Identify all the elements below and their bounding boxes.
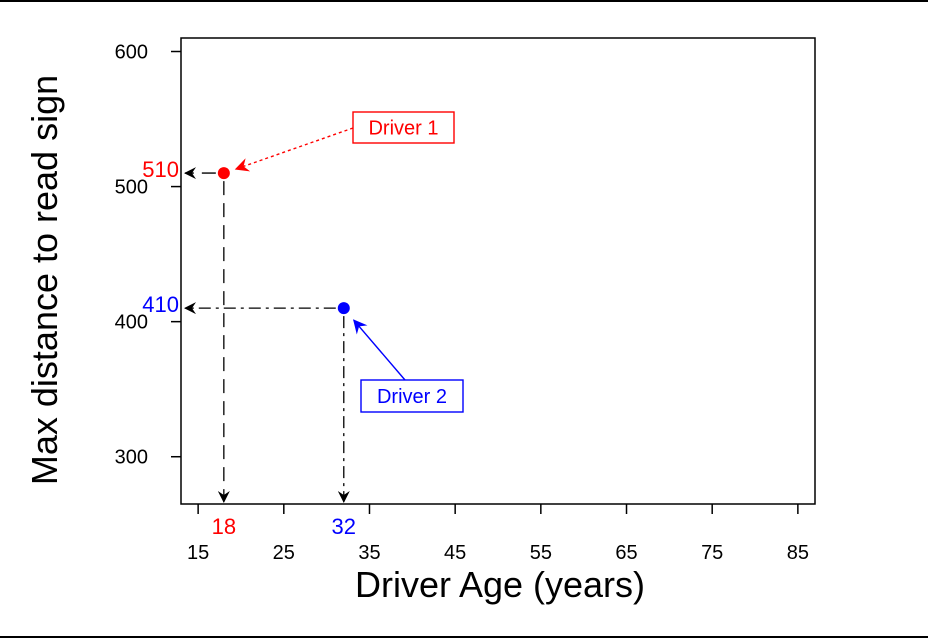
x-tick-label: 35	[358, 542, 380, 564]
y-tick-label: 300	[115, 447, 148, 469]
data-points	[217, 167, 350, 315]
annotations: Driver 1 Driver 2	[234, 111, 464, 413]
x-tick-label: 85	[787, 542, 809, 564]
annotation-arrow	[353, 319, 406, 381]
annotation-label: Driver 1	[368, 118, 438, 140]
y-tick-label: 600	[115, 42, 148, 64]
annotation-box	[352, 111, 455, 144]
data-point-1	[217, 167, 230, 180]
y-tick-label: 500	[115, 177, 148, 199]
x-tick-label: 15	[187, 542, 209, 564]
x-tick-label: 45	[444, 542, 466, 564]
guide-lines: 18 510 32 410	[142, 157, 356, 539]
annotation-box	[360, 379, 464, 413]
annotation-label: Driver 2	[377, 386, 447, 408]
y-axis-ticks: 300 400 500 600	[115, 42, 181, 469]
annotation-arrow	[234, 127, 354, 172]
x-axis-ticks: 15 25 35 45 55 65 75 85	[187, 504, 809, 564]
y-axis-label: Max distance to read sign	[24, 75, 65, 485]
plot-area	[180, 37, 816, 505]
x-tick-label: 25	[273, 542, 295, 564]
x-value-label: 32	[332, 514, 356, 539]
y-value-label: 410	[142, 292, 179, 317]
data-point-2	[337, 302, 350, 315]
y-value-label: 510	[142, 157, 179, 182]
x-tick-label: 65	[615, 542, 637, 564]
x-tick-label: 75	[701, 542, 723, 564]
x-value-label: 18	[212, 514, 236, 539]
x-axis-label: Driver Age (years)	[355, 564, 645, 605]
x-tick-label: 55	[530, 542, 552, 564]
y-tick-label: 400	[115, 312, 148, 334]
